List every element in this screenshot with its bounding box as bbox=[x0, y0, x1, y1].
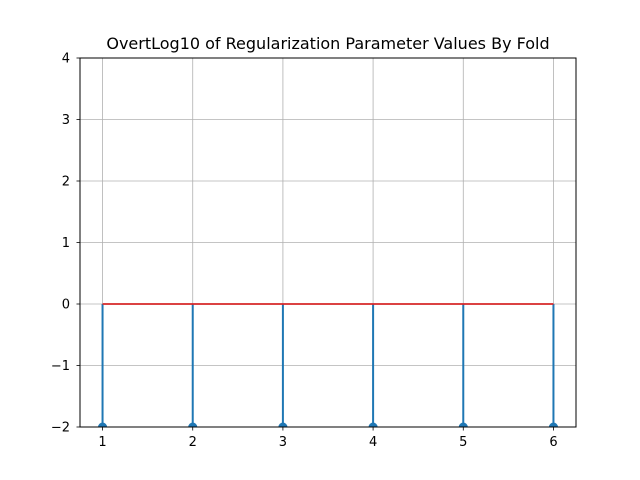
y-tick-label: 3 bbox=[62, 113, 70, 128]
y-tick-label: 2 bbox=[62, 175, 70, 190]
y-tick-label: 4 bbox=[62, 52, 70, 67]
data-point bbox=[458, 422, 468, 427]
data-point bbox=[548, 422, 558, 427]
chart-title: OvertLog10 of Regularization Parameter V… bbox=[106, 34, 549, 53]
y-tick-label: 1 bbox=[62, 236, 70, 251]
x-tick-label: 3 bbox=[279, 435, 287, 450]
y-tick-label: 0 bbox=[62, 298, 70, 313]
y-tick-label: −1 bbox=[51, 359, 70, 374]
data-point bbox=[188, 422, 198, 427]
data-point bbox=[98, 422, 108, 427]
data-point bbox=[278, 422, 288, 427]
x-tick-label: 4 bbox=[369, 435, 377, 450]
markers bbox=[98, 422, 558, 427]
data-point bbox=[368, 422, 378, 427]
x-tick-label: 5 bbox=[459, 435, 467, 450]
x-tick-label: 1 bbox=[98, 435, 106, 450]
y-tick-label: −2 bbox=[51, 421, 70, 436]
ticks: 1 2 3 4 5 6 −2 −1 0 1 2 3 4 bbox=[51, 52, 558, 451]
x-tick-label: 2 bbox=[189, 435, 197, 450]
stems bbox=[101, 304, 555, 427]
x-tick-label: 6 bbox=[549, 435, 557, 450]
